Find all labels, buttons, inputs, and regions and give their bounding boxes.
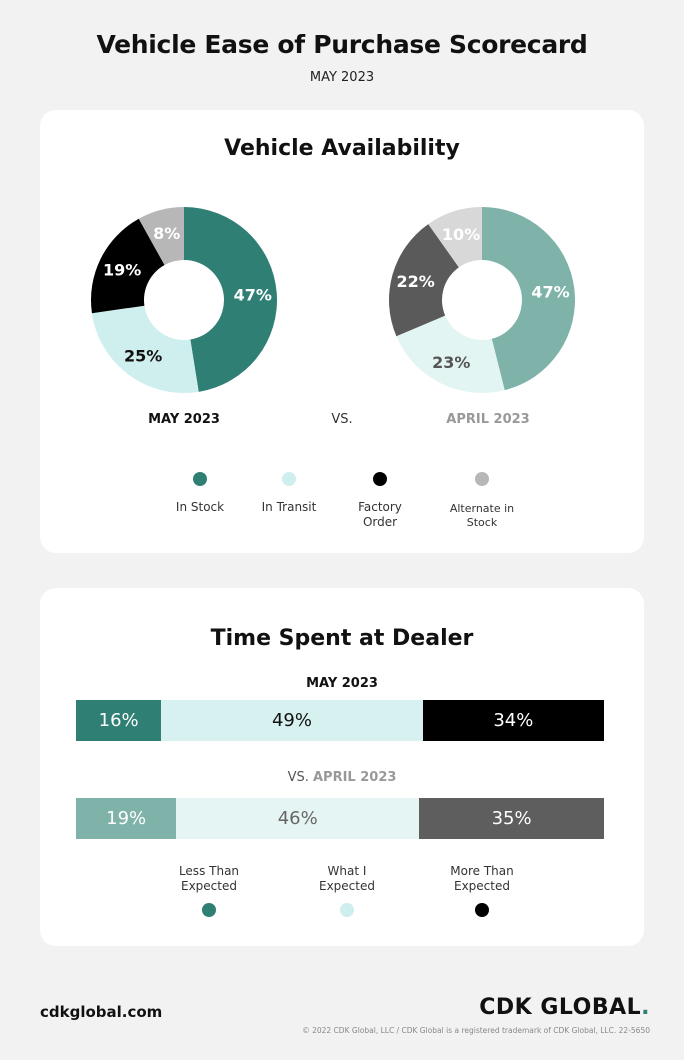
legend-label-factory-order-text: Factory Order [358,500,402,529]
brand-logo-dot: . [641,995,650,1020]
vs-label: VS. [331,412,353,427]
legend-label-in-transit: In Transit [261,500,317,514]
time-spent-card: Time Spent at Dealer MAY 2023 16% 49% 34% … [40,588,644,946]
legend-dot-in-stock [193,472,207,486]
donut-april-slice-2 [388,224,459,337]
time-legend-dot-expected [340,903,354,917]
bar-may-label-0: 16% [98,710,139,731]
time-legend-label-more: More Than Expected [427,864,537,894]
bar-april-segment-2: 35% [419,798,604,839]
time-legend-dot-more [475,903,489,917]
bar-april-segment-0: 19% [76,798,177,839]
donut-label-may: MAY 2023 [148,412,220,427]
bar-april-label-0: 19% [106,808,147,829]
bar-may-segment-0: 16% [76,700,162,741]
time-legend-label-less-text: Less Than Expected [178,864,240,893]
donut-label-april: APRIL 2023 [446,412,530,427]
bar-april-label-2: 35% [491,808,532,829]
bar-row-may: 16% 49% 34% [76,700,604,741]
time-legend-dot-less [202,903,216,917]
donut-april-label-1: 23% [432,353,470,372]
bar-label-may: MAY 2023 [306,676,378,691]
page-subtitle: MAY 2023 [309,70,375,85]
legend-dot-factory-order [373,472,387,486]
donut-may-label-2: 19% [103,260,141,279]
donut-april-slice-0 [482,207,576,391]
time-legend-label-expected: What I Expected [292,864,402,894]
donut-april-label-2: 22% [396,272,434,291]
bar-label-april-row: VS. APRIL 2023 [40,770,644,785]
time-legend-label-expected-text: What I Expected [319,864,375,893]
donut-may-label-1: 25% [124,347,162,366]
footer-copyright: © 2022 CDK Global, LLC / CDK Global is a… [302,1026,650,1035]
bar-may-segment-1: 49% [161,700,423,741]
time-spent-title: Time Spent at Dealer [210,626,474,651]
donut-may-label-0: 47% [234,286,272,305]
bar-april-label-1: 46% [277,808,318,829]
time-legend-label-more-text: More Than Expected [450,864,514,893]
donut-may-slice-0 [184,207,277,392]
donut-april-slice-1 [396,315,505,393]
time-legend-label-less: Less Than Expected [154,864,264,894]
brand-logo-text: CDK GLOBAL [479,995,642,1020]
bar-row-april: 19% 46% 35% [76,798,604,839]
page-title: Vehicle Ease of Purchase Scorecard [96,30,588,59]
legend-dot-in-transit [282,472,296,486]
donut-april-slice-3 [428,207,482,268]
bar-may-label-2: 34% [493,710,534,731]
brand-logo: CDK GLOBAL. [479,995,650,1020]
bar-may-label-1: 49% [271,710,312,731]
bar-label-april: APRIL 2023 [312,770,397,785]
legend-label-alternate-in-stock-text: Alternate in Stock [449,502,515,529]
donut-may-slice-1 [91,305,199,393]
donut-may-label-3: 8% [153,224,180,243]
legend-label-alternate-in-stock: Alternate in Stock [427,502,537,530]
vs-prefix: VS. [287,770,309,785]
bar-may-segment-2: 34% [422,700,604,741]
footer-website[interactable]: cdkglobal.com [40,1003,163,1021]
vehicle-availability-card: Vehicle Availability 47% 25% 19% 8% 47% 23% 22… [40,110,644,553]
donut-charts: 47% 25% 19% 8% 47% 23% 22% 10% [91,207,576,393]
legend-label-factory-order: Factory Order [325,500,435,530]
legend-label-in-stock: In Stock [175,500,225,514]
donut-may-slice-2 [91,218,165,314]
donut-may-slice-3 [138,207,184,266]
legend-dot-alternate-in-stock [475,472,489,486]
vehicle-availability-title: Vehicle Availability [224,136,460,161]
donut-april-label-3: 10% [442,225,480,244]
donut-april-label-0: 47% [531,283,569,302]
bar-april-segment-1: 46% [176,798,420,839]
